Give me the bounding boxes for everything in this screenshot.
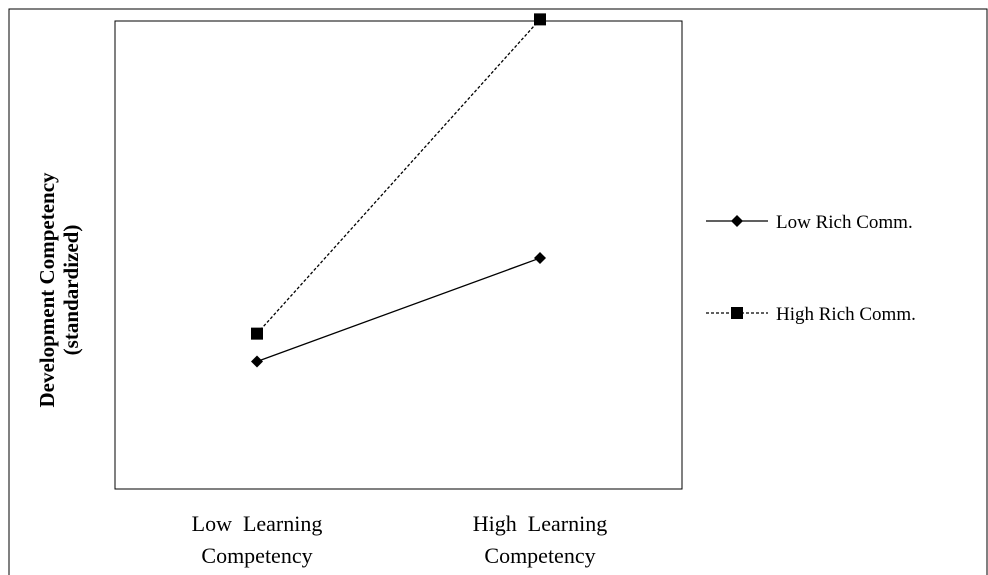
legend-marker [731, 307, 743, 319]
y-axis-title-line-2: (standardized) [59, 225, 83, 356]
x-tick-label: Competency [484, 543, 595, 568]
y-axis-title-line-1: Development Competency [35, 172, 59, 408]
x-axis-tick-labels: Low Learning Competency High Learning Compe… [192, 511, 608, 568]
chart-area-border [8, 8, 988, 575]
legend-label: High Rich Comm. [776, 304, 916, 325]
data-point-marker [251, 355, 263, 368]
data-point-marker [534, 13, 546, 26]
x-tick-label: High Learning [473, 511, 607, 536]
x-tick-label: Competency [201, 543, 312, 568]
legend-item: High Rich Comm. [706, 304, 916, 325]
legend-marker [731, 215, 743, 227]
series-1 [251, 252, 546, 368]
series-line [256, 257, 541, 363]
series-layer [251, 13, 546, 368]
series-2 [251, 13, 546, 340]
legend-item: Low Rich Comm. [706, 212, 913, 233]
data-point-marker [251, 327, 263, 340]
data-point-marker [534, 252, 546, 265]
legend: Low Rich Comm. High Rich Comm. [706, 212, 916, 325]
x-tick-label: Low Learning [192, 511, 323, 536]
series-line [256, 18, 541, 335]
legend-label: Low Rich Comm. [776, 212, 913, 233]
plot-area-border [114, 20, 683, 490]
